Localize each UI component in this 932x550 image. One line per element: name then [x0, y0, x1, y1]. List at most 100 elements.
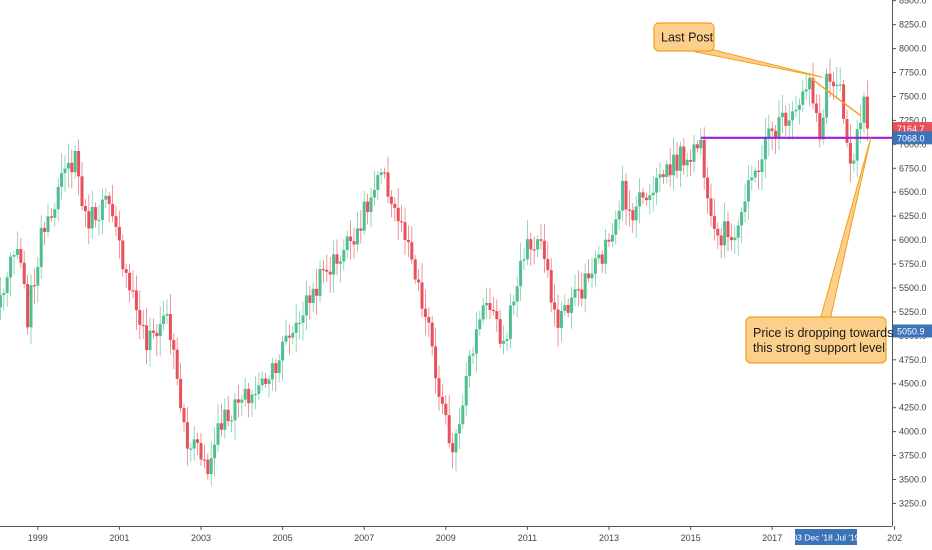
candle-body [366, 201, 370, 213]
price-tick-label: 6750.0 [899, 163, 927, 173]
candle-body [158, 324, 162, 337]
candle-body [434, 346, 438, 379]
price-tick-label: 6000.0 [899, 235, 927, 245]
candle-body [678, 146, 682, 171]
candle-body [32, 285, 36, 287]
candle-body [124, 269, 128, 273]
candle-body [607, 239, 611, 242]
time-axis[interactable]: 1999 2001 2003 2005 2007 2009 2011 2013 2015 2017… [0, 526, 932, 550]
price-tick-label: 4000.0 [899, 427, 927, 437]
candle-body [196, 439, 200, 443]
candle-body [185, 422, 189, 449]
candle-body [284, 335, 288, 342]
candle-body [716, 228, 720, 236]
candle-body [515, 286, 519, 302]
candle-body [740, 212, 744, 226]
candle-body [787, 120, 791, 126]
candle-body [573, 289, 577, 298]
candle-body [22, 262, 26, 285]
price-badge-label: 5050.9 [897, 326, 925, 336]
candle-body [389, 196, 393, 204]
candle-body [736, 225, 740, 238]
candle-body [583, 273, 587, 299]
candle-body [576, 289, 580, 291]
candle-body [29, 285, 33, 328]
candle-body [298, 322, 302, 325]
candle-body [485, 303, 489, 306]
candle-body [797, 104, 801, 110]
candle-body [325, 269, 329, 272]
candle-body [774, 130, 778, 138]
candle-body [532, 249, 536, 251]
price-tick-label: 5500.0 [899, 283, 927, 293]
candle-body [454, 433, 458, 453]
price-tick-label: 7500.0 [899, 91, 927, 101]
time-tick-label: 2011 [518, 533, 537, 543]
price-badge-label: 7164.7 [897, 124, 925, 134]
candle-body [15, 248, 19, 255]
price-tick-label: 3750.0 [899, 451, 927, 461]
candle-body [209, 458, 213, 475]
candle-body [240, 399, 244, 403]
candle-body [627, 209, 631, 211]
price-tick-label: 4750.0 [899, 355, 927, 365]
candle-body [97, 219, 101, 222]
price-tick-label: 8250.0 [899, 20, 927, 30]
candle-body [682, 146, 686, 166]
candle-body [723, 221, 727, 246]
time-tick-label: 2001 [109, 533, 129, 543]
candle-body [349, 236, 353, 242]
candle-body [712, 215, 716, 229]
price-tick-label: 5750.0 [899, 259, 927, 269]
candle-body [260, 378, 264, 386]
candle-body [825, 73, 829, 118]
candle-body [138, 310, 142, 325]
price-axis[interactable]: 3250.0 3500.0 3750.0 4000.0 4250.0 4500.0 4750… [892, 0, 932, 526]
candle-body [593, 258, 597, 274]
candle-body [321, 269, 325, 271]
candle-body [104, 195, 108, 200]
candle-body [308, 295, 312, 303]
candle-body [437, 378, 441, 397]
candle-body [199, 442, 203, 460]
support-note-tail-cover [747, 318, 885, 322]
candle-body [668, 164, 672, 176]
candle-body [332, 254, 336, 275]
candle-body [121, 240, 125, 270]
candle-body [525, 239, 529, 260]
candle-body [151, 330, 155, 333]
time-tick-label: 2003 [191, 533, 211, 543]
candle-body [546, 259, 550, 271]
candle-body [219, 423, 223, 430]
candle-body [658, 174, 662, 178]
candle-body [838, 84, 842, 86]
candle-body [457, 424, 461, 434]
candle-body [842, 84, 846, 120]
price-tick-label: 3500.0 [899, 475, 927, 485]
candle-body [638, 192, 642, 207]
candle-body [145, 325, 149, 351]
candle-body [610, 234, 614, 242]
candle-body [301, 315, 305, 323]
candle-body [770, 128, 774, 131]
candle-body [600, 254, 604, 264]
candle-body [36, 266, 40, 286]
candle-body [226, 409, 230, 422]
candle-body [617, 210, 621, 220]
candle-body [162, 315, 166, 325]
candle-body [410, 242, 414, 260]
candle-body [155, 332, 159, 337]
candle-body [590, 273, 594, 279]
candle-body [512, 301, 516, 306]
last-post-tail-cover [655, 24, 713, 28]
candle-body [804, 89, 808, 92]
candle-body [43, 227, 47, 232]
candle-body [692, 144, 696, 162]
candle-body [264, 378, 268, 385]
candle-body [604, 239, 608, 264]
drawn-lines [700, 76, 892, 139]
candle-body [502, 340, 506, 344]
candle-body [46, 216, 50, 232]
